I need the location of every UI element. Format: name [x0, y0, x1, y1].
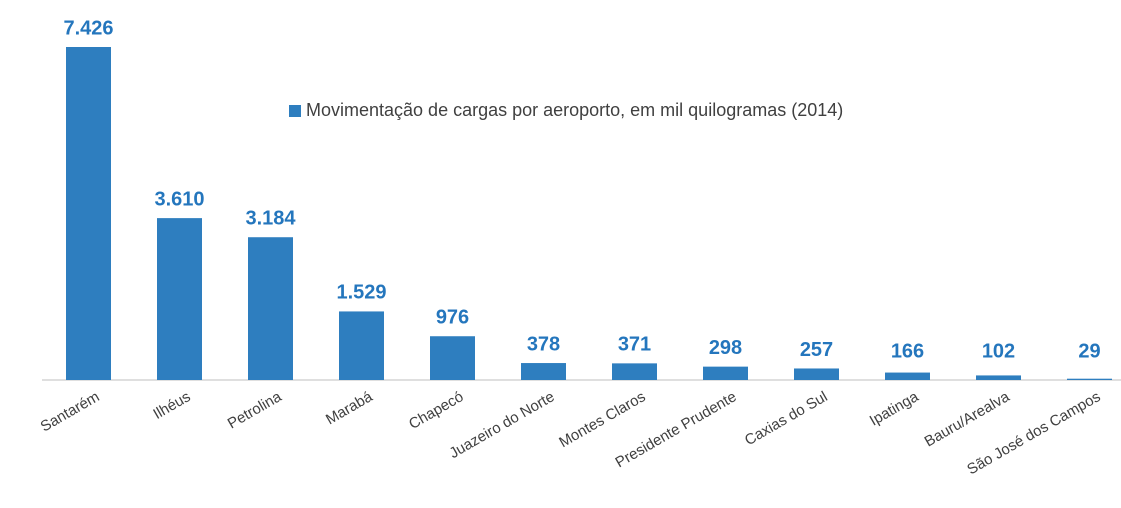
- data-label: 3.184: [245, 208, 296, 230]
- data-label: 102: [982, 340, 1015, 362]
- bar: [521, 363, 566, 380]
- data-label: 166: [891, 340, 924, 362]
- bar: [1067, 378, 1112, 380]
- x-tick-label: Santarém: [38, 388, 103, 435]
- data-label: 1.529: [336, 282, 386, 304]
- x-tick-label: Ipatinga: [867, 388, 922, 430]
- bar: [66, 47, 111, 380]
- x-tick-label: Marabá: [323, 388, 376, 428]
- data-label: 7.426: [63, 17, 113, 39]
- legend-swatch: [289, 105, 301, 117]
- x-tick-label: Caxias do Sul: [742, 388, 831, 449]
- bar: [157, 218, 202, 380]
- x-tick-label: Ilhéus: [150, 388, 193, 423]
- bar: [976, 375, 1021, 380]
- x-tick-label: Bauru/Arealva: [922, 388, 1013, 451]
- bar: [794, 368, 839, 380]
- bar: [703, 366, 748, 380]
- data-label: 3.610: [154, 188, 204, 210]
- x-tick-label: Chapecó: [406, 388, 467, 433]
- x-tick-label: Montes Claros: [556, 388, 648, 451]
- data-label: 371: [618, 334, 651, 356]
- bar: [339, 311, 384, 380]
- data-label: 298: [709, 337, 742, 359]
- bar: [612, 363, 657, 380]
- bar: [430, 336, 475, 380]
- bar: [248, 237, 293, 380]
- data-label: 257: [800, 339, 833, 361]
- data-label: 378: [527, 333, 560, 355]
- bar: [885, 372, 930, 380]
- data-label: 29: [1078, 340, 1100, 362]
- x-tick-label: Petrolina: [225, 388, 285, 433]
- data-label: 976: [436, 307, 469, 329]
- legend-label: Movimentação de cargas por aeroporto, em…: [306, 100, 843, 120]
